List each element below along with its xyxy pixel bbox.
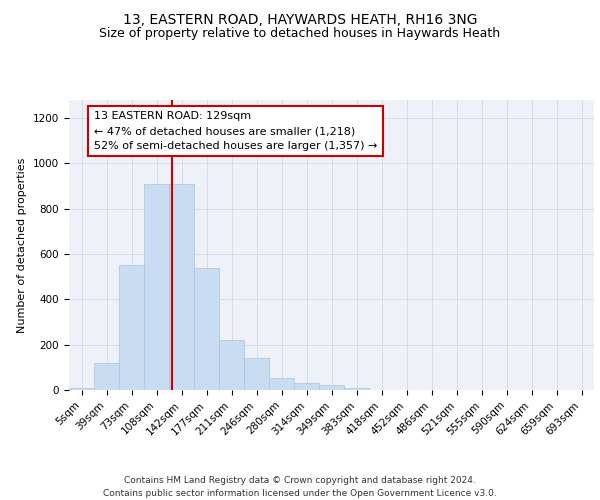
Text: Size of property relative to detached houses in Haywards Heath: Size of property relative to detached ho…	[100, 28, 500, 40]
Bar	[269, 378, 294, 390]
Bar	[244, 358, 269, 390]
Bar	[294, 383, 319, 390]
Bar	[344, 388, 369, 390]
Bar	[194, 268, 219, 390]
Bar	[69, 388, 94, 390]
Bar	[119, 266, 144, 390]
Y-axis label: Number of detached properties: Number of detached properties	[17, 158, 28, 332]
Text: 13 EASTERN ROAD: 129sqm
← 47% of detached houses are smaller (1,218)
52% of semi: 13 EASTERN ROAD: 129sqm ← 47% of detache…	[94, 112, 377, 151]
Bar	[169, 184, 194, 390]
Bar	[319, 386, 344, 390]
Bar	[219, 340, 244, 390]
Bar	[144, 184, 169, 390]
Bar	[94, 363, 119, 390]
Text: 13, EASTERN ROAD, HAYWARDS HEATH, RH16 3NG: 13, EASTERN ROAD, HAYWARDS HEATH, RH16 3…	[123, 12, 477, 26]
Text: Contains HM Land Registry data © Crown copyright and database right 2024.
Contai: Contains HM Land Registry data © Crown c…	[103, 476, 497, 498]
